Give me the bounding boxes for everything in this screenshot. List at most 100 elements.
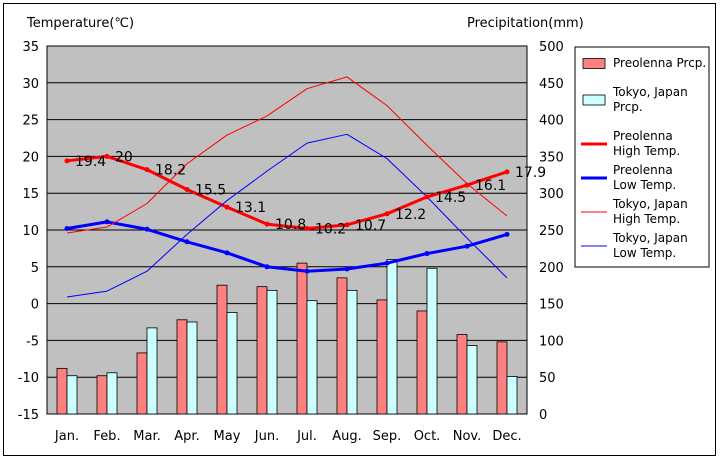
data-label: 16.1 xyxy=(475,178,506,194)
point-preolenna-low-temp xyxy=(304,268,310,274)
data-label: 14.5 xyxy=(435,190,466,206)
legend-label: Preolenna Prcp. xyxy=(613,56,706,70)
data-label: 12.2 xyxy=(395,207,426,223)
x-tick-label: Oct. xyxy=(414,429,441,444)
legend-label: High Temp. xyxy=(613,212,680,226)
y-right-tick-label: 250 xyxy=(539,224,564,239)
data-label: 18.2 xyxy=(155,163,186,179)
y-left-tick-label: 35 xyxy=(22,40,39,55)
y-right-tick-label: 150 xyxy=(539,298,564,313)
point-preolenna-low-temp xyxy=(344,266,350,272)
y-right-tick-label: 300 xyxy=(539,187,564,202)
data-label: 10.2 xyxy=(315,222,346,238)
x-tick-label: Jan. xyxy=(54,429,79,444)
x-tick-label: Sep. xyxy=(373,429,402,444)
line-tokyo-japan-low-temp xyxy=(66,133,508,298)
bar-tokyo-japan-prcp xyxy=(66,375,78,415)
y-left-tick-label: -15 xyxy=(18,408,39,423)
point-preolenna-low-temp xyxy=(104,219,110,225)
point-preolenna-high-temp xyxy=(184,187,190,193)
point-preolenna-low-temp xyxy=(464,243,470,249)
bar-tokyo-japan-prcp xyxy=(226,312,238,415)
x-tick-label: May xyxy=(214,429,241,444)
line-tokyo-japan-high-temp xyxy=(66,76,508,234)
point-preolenna-low-temp xyxy=(384,260,390,266)
legend-swatch-tokyo-japan-prcp xyxy=(582,94,606,106)
bar-preolenna-prcp xyxy=(496,341,508,415)
point-preolenna-low-temp xyxy=(224,250,230,256)
y-left-tick-label: -5 xyxy=(26,334,39,349)
legend-label: Preolenna xyxy=(613,163,673,177)
bar-preolenna-prcp xyxy=(96,375,108,415)
bar-preolenna-prcp xyxy=(296,262,308,415)
data-label: 10.8 xyxy=(275,217,306,233)
bar-preolenna-prcp xyxy=(256,286,268,415)
legend-label: Tokyo, Japan xyxy=(612,197,688,211)
x-tick-label: Nov. xyxy=(453,429,482,444)
x-tick-label: Jul. xyxy=(296,429,317,444)
y-left-axis-title: Temperature(℃) xyxy=(26,16,134,31)
bar-tokyo-japan-prcp xyxy=(146,327,158,415)
bar-preolenna-prcp xyxy=(176,319,188,415)
y-left-tick-label: 25 xyxy=(22,114,39,129)
y-right-tick-label: 50 xyxy=(539,371,556,386)
y-right-tick-label: 200 xyxy=(539,261,564,276)
bar-tokyo-japan-prcp xyxy=(466,345,478,415)
bar-tokyo-japan-prcp xyxy=(266,289,278,415)
y-left-tick-label: 20 xyxy=(22,150,39,165)
point-preolenna-high-temp xyxy=(464,182,470,188)
y-right-tick-label: 450 xyxy=(539,77,564,92)
legend-label: Tokyo, Japan xyxy=(612,231,688,245)
line-preolenna-low-temp xyxy=(66,220,508,273)
bar-tokyo-japan-prcp xyxy=(506,376,518,415)
y-left-tick-label: 15 xyxy=(22,187,39,202)
point-preolenna-high-temp xyxy=(344,222,350,228)
bar-tokyo-japan-prcp xyxy=(186,321,198,415)
point-preolenna-high-temp xyxy=(144,167,150,173)
point-preolenna-high-temp xyxy=(64,158,70,164)
point-preolenna-low-temp xyxy=(504,231,510,237)
y-right-tick-label: 0 xyxy=(539,408,547,423)
bar-preolenna-prcp xyxy=(376,299,388,415)
point-preolenna-high-temp xyxy=(264,221,270,227)
x-tick-label: Apr. xyxy=(174,429,199,444)
y-right-tick-label: 500 xyxy=(539,40,564,55)
point-preolenna-high-temp xyxy=(224,204,230,210)
y-left-tick-label: -10 xyxy=(18,371,39,386)
legend-swatch-preolenna-prcp xyxy=(582,58,606,69)
y-right-axis-title: Precipitation(mm) xyxy=(467,16,584,31)
legend-label: Preolenna xyxy=(613,129,673,143)
bar-tokyo-japan-prcp xyxy=(306,300,318,415)
bar-preolenna-prcp xyxy=(456,334,468,415)
bar-tokyo-japan-prcp xyxy=(386,259,398,415)
y-left-tick-label: 0 xyxy=(31,298,39,313)
bar-tokyo-japan-prcp xyxy=(106,372,118,415)
point-preolenna-low-temp xyxy=(424,251,430,257)
point-preolenna-low-temp xyxy=(144,226,150,232)
legend-label: Prcp. xyxy=(613,100,643,114)
y-right-tick-label: 100 xyxy=(539,334,564,349)
y-left-tick-label: 10 xyxy=(22,224,39,239)
data-label: 15.5 xyxy=(195,183,226,199)
data-label: 10.7 xyxy=(355,218,386,234)
y-right-tick-label: 350 xyxy=(539,150,564,165)
data-label: 13.1 xyxy=(235,200,266,216)
x-tick-label: Feb. xyxy=(93,429,120,444)
point-preolenna-high-temp xyxy=(104,153,110,159)
bar-tokyo-japan-prcp xyxy=(346,289,358,415)
y-left-tick-label: 5 xyxy=(31,261,39,276)
bar-tokyo-japan-prcp xyxy=(426,267,438,415)
point-preolenna-high-temp xyxy=(424,194,430,200)
point-preolenna-low-temp xyxy=(64,226,70,232)
point-preolenna-high-temp xyxy=(384,211,390,217)
bar-preolenna-prcp xyxy=(56,367,68,415)
legend-label: Low Temp. xyxy=(613,178,676,192)
legend-label: Tokyo, Japan xyxy=(612,85,688,99)
point-preolenna-high-temp xyxy=(504,169,510,175)
data-label: 20 xyxy=(115,149,133,165)
point-preolenna-low-temp xyxy=(184,239,190,245)
x-tick-label: Mar. xyxy=(133,429,160,444)
y-left-tick-label: 30 xyxy=(22,77,39,92)
line-preolenna-high-temp xyxy=(66,154,508,231)
